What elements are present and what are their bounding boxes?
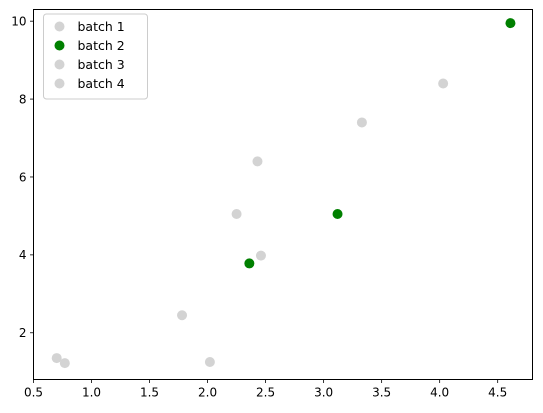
legend-marker (54, 21, 65, 32)
x-tick-label: 4.5 (488, 386, 507, 400)
point-series-1-4 (356, 117, 367, 128)
point-series-2-2 (332, 208, 343, 219)
y-tick-label: 8 (19, 92, 27, 106)
legend-label: batch 3 (78, 57, 125, 72)
x-tick-label: 0.5 (24, 386, 43, 400)
x-tick-label: 1.0 (82, 386, 101, 400)
legend-marker (54, 59, 65, 70)
legend-marker (54, 40, 65, 51)
points-layer (51, 18, 516, 369)
x-tick-label: 3.5 (372, 386, 391, 400)
legend-label: batch 2 (78, 38, 125, 53)
x-tick-label: 2.0 (198, 386, 217, 400)
point-series-1-2 (231, 208, 242, 219)
plot-frame (33, 9, 533, 380)
point-series-1-5 (438, 78, 449, 89)
legend-box (43, 13, 148, 100)
point-series-3-2 (177, 310, 188, 321)
legend-marker (54, 78, 65, 89)
point-series-3-3 (204, 356, 215, 367)
point-series-3-4 (255, 250, 266, 261)
point-series-2-1 (244, 258, 255, 269)
y-axis: 2 4 6 8 10 (11, 14, 34, 340)
legend-label: batch 4 (78, 76, 125, 91)
point-series-1-3 (252, 156, 263, 167)
point-series-1-1 (51, 353, 62, 364)
legend-label: batch 1 (78, 19, 125, 34)
legend: batch 1 batch 2 batch 3 batch 4 (43, 13, 148, 100)
y-tick-label: 6 (19, 170, 27, 184)
x-axis: 0.5 1.0 1.5 2.0 2.5 3.0 3.5 4.0 4.5 (24, 379, 507, 400)
x-tick-label: 2.5 (256, 386, 275, 400)
x-tick-label: 1.5 (140, 386, 159, 400)
point-series-3-1 (59, 358, 70, 369)
y-tick-label: 4 (19, 248, 27, 262)
y-tick-label: 10 (11, 14, 26, 28)
point-series-2-3 (505, 18, 516, 29)
y-tick-label: 2 (19, 326, 27, 340)
x-tick-label: 3.0 (314, 386, 333, 400)
x-tick-label: 4.0 (430, 386, 449, 400)
